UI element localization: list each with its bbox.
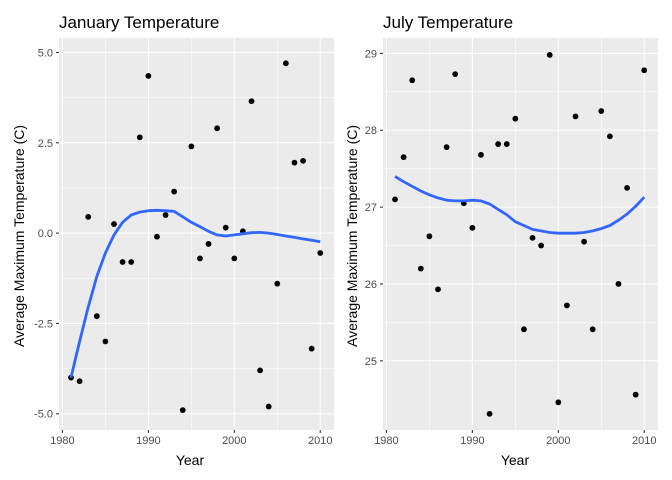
july-data-point: [624, 184, 630, 191]
july-data-point: [521, 326, 527, 333]
july-data-point: [512, 115, 519, 122]
january-data-point: [231, 255, 238, 262]
january-data-point: [119, 259, 126, 265]
january-x-tick-label: 2000: [222, 435, 246, 447]
july-data-point: [572, 113, 579, 120]
july-data-point: [469, 224, 476, 231]
july-data-point: [443, 144, 450, 151]
january-plot-area: 1980 1990 2000 2010 -5.0 -2.5 0.0 2.5 5.0: [34, 38, 334, 447]
january-data-point: [214, 125, 221, 132]
july-plot-area: 1980 1990 2000 2010 25 26 27 28 29: [365, 38, 658, 447]
july-data-point: [392, 196, 398, 203]
july-smooth-trend-line: [394, 175, 646, 235]
july-x-tick-label: 1980: [374, 435, 398, 447]
january-y-tick-label: -5.0: [34, 409, 53, 421]
january-x-axis-title: Year: [176, 452, 205, 468]
july-data-point: [581, 238, 587, 245]
july-data-point: [598, 108, 605, 114]
july-data-point: [503, 141, 510, 147]
july-panel-background: [383, 38, 658, 430]
july-data-point: [400, 154, 407, 161]
january-data-point: [145, 73, 152, 79]
january-data-point: [257, 367, 263, 374]
january-data-point: [317, 250, 324, 256]
july-data-point: [615, 281, 622, 287]
january-data-point: [188, 143, 195, 150]
july-y-tick-label: 26: [365, 279, 377, 291]
july-temperature-panel: 1980 1990 2000 2010 25 26 27 28 29 July Temperat…: [344, 13, 658, 468]
july-y-tick-label: 28: [365, 125, 377, 137]
july-data-point: [632, 391, 639, 398]
july-x-tick-label: 2010: [632, 435, 656, 447]
july-data-point: [452, 71, 459, 78]
july-x-tick-label: 1990: [460, 435, 484, 447]
january-data-point: [274, 280, 281, 287]
january-y-tick-label: 5.0: [38, 47, 53, 59]
july-data-point: [564, 302, 570, 309]
january-y-tick-label: -2.5: [34, 318, 53, 330]
january-data-point: [136, 134, 143, 141]
january-panel-background: [59, 38, 334, 430]
july-data-point: [409, 77, 416, 84]
january-data-point: [282, 60, 289, 67]
january-y-axis-title: Average Maximum Temperature (C): [11, 125, 27, 347]
january-data-point: [85, 213, 92, 220]
july-data-point: [641, 67, 648, 74]
january-data-point: [222, 224, 229, 231]
july-data-point: [478, 151, 484, 158]
january-data-point: [93, 313, 100, 320]
july-y-axis-title: Average Maximum Temperature (C): [344, 125, 360, 347]
july-data-point: [417, 265, 424, 272]
january-data-point: [308, 345, 315, 352]
july-x-tick-label: 2000: [546, 435, 570, 447]
january-y-tick-label: 2.5: [38, 138, 53, 150]
january-smooth-trend-line: [69, 208, 321, 378]
january-x-tick-label: 2010: [308, 435, 332, 447]
january-data-point: [171, 188, 178, 195]
january-data-point: [205, 241, 212, 247]
january-y-tick-label: 0.0: [38, 228, 53, 240]
january-title: January Temperature: [59, 13, 219, 32]
july-y-tick-label: 25: [365, 356, 377, 368]
january-x-tick-label: 1980: [50, 435, 74, 447]
january-data-point: [248, 98, 255, 105]
july-y-tick-label: 29: [365, 48, 377, 60]
january-data-point: [162, 212, 169, 218]
july-data-point: [589, 326, 596, 333]
july-data-point: [546, 52, 553, 58]
july-title: July Temperature: [383, 13, 513, 32]
july-data-point: [529, 234, 536, 241]
january-data-point: [76, 378, 83, 385]
january-data-point: [300, 157, 306, 164]
july-data-point: [538, 242, 545, 249]
july-data-point: [606, 133, 613, 140]
january-data-point: [265, 403, 272, 410]
july-x-axis-title: Year: [501, 452, 530, 468]
january-x-tick-label: 1990: [136, 435, 160, 447]
july-y-tick-label: 27: [365, 202, 377, 214]
january-data-point: [291, 159, 298, 166]
january-temperature-panel: 1980 1990 2000 2010 -5.0 -2.5 0.0 2.5 5.0 Januar…: [11, 13, 334, 468]
january-data-point: [179, 407, 186, 414]
january-data-point: [102, 338, 109, 345]
july-data-point: [495, 141, 502, 147]
january-data-point: [154, 233, 160, 240]
july-data-point: [426, 233, 433, 240]
july-data-point: [555, 399, 562, 406]
january-data-point: [128, 259, 135, 265]
july-data-point: [435, 286, 441, 293]
january-data-point: [197, 255, 203, 262]
january-data-point: [111, 221, 117, 227]
july-data-point: [486, 410, 493, 417]
